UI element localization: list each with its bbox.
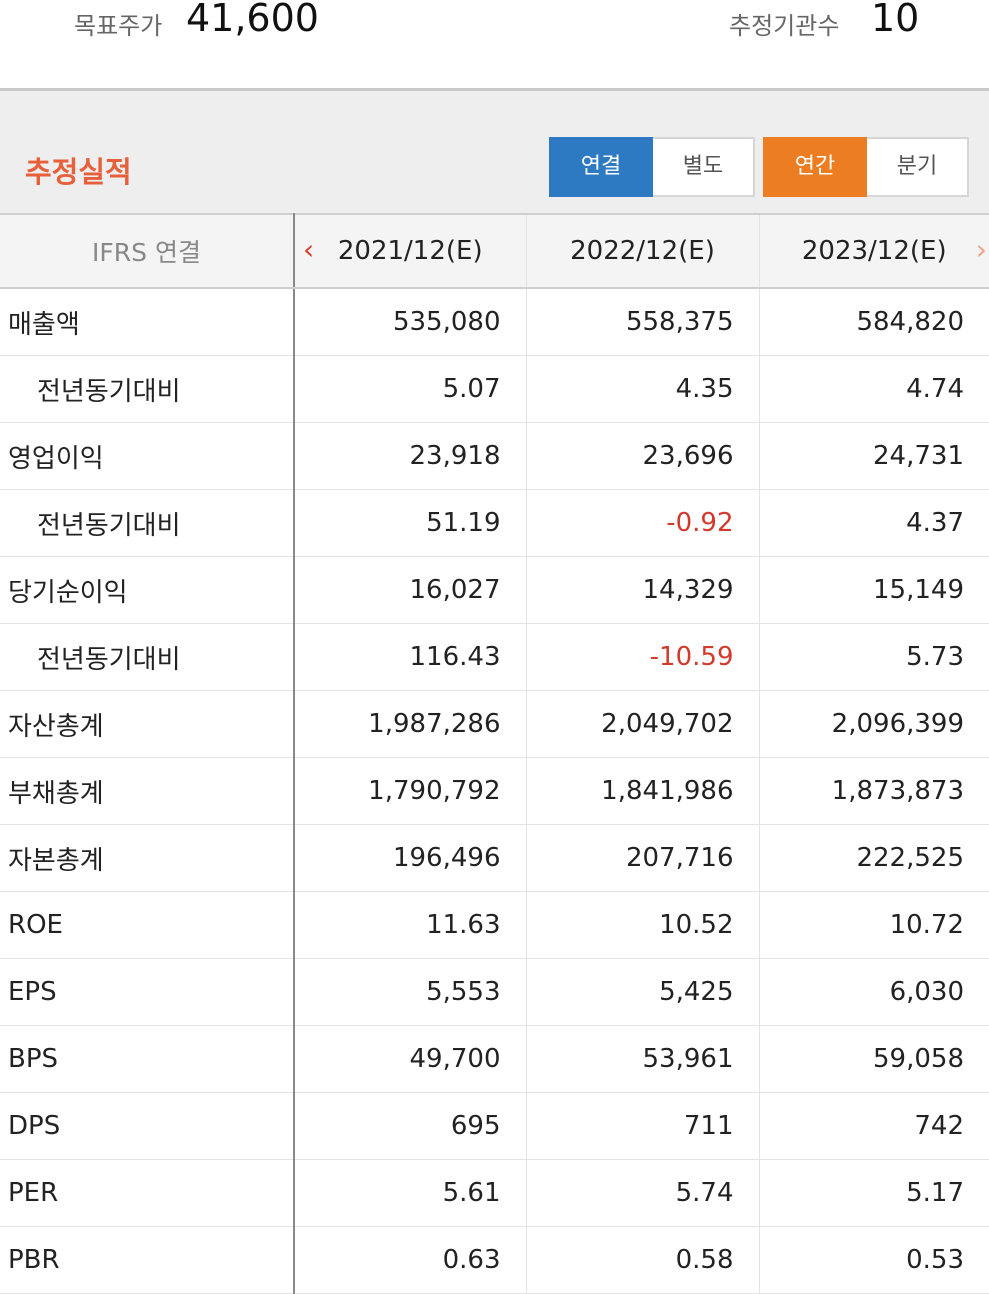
table-cell: 16,027	[293, 556, 526, 624]
table-row: 영업이익 23,918 23,696 24,731	[0, 422, 989, 490]
row-label: ROE	[0, 891, 295, 959]
table-cell: 23,918	[293, 422, 526, 490]
table-cell: 0.53	[758, 1226, 989, 1294]
period-toggle: 연간 분기	[763, 137, 969, 197]
table-cell: 5.74	[525, 1159, 759, 1227]
row-label: PBR	[0, 1226, 295, 1294]
table-cell: 6,030	[758, 958, 989, 1026]
table-cell: 535,080	[293, 288, 526, 356]
ifrs-header: IFRS 연결	[0, 213, 295, 289]
row-label: 전년동기대비	[0, 623, 295, 691]
table-cell: 695	[293, 1092, 526, 1160]
table-cell: -0.92	[525, 489, 759, 557]
summary-bar: 목표주가 41,600 추정기관수 10	[0, 0, 989, 88]
table-cell: 711	[525, 1092, 759, 1160]
table-row: 부채총계 1,790,792 1,841,986 1,873,873	[0, 757, 989, 825]
row-label: EPS	[0, 958, 295, 1026]
table-cell: 116.43	[293, 623, 526, 691]
column-header-2023: 2023/12(E) ›	[758, 213, 989, 289]
table-row: 당기순이익 16,027 14,329 15,149	[0, 556, 989, 624]
row-label: DPS	[0, 1092, 295, 1160]
table-cell: 4.37	[758, 489, 989, 557]
table-cell: 10.72	[758, 891, 989, 959]
table-cell: 0.58	[525, 1226, 759, 1294]
table-cell: 2,049,702	[525, 690, 759, 758]
table-cell: 207,716	[525, 824, 759, 892]
table-cell: 51.19	[293, 489, 526, 557]
table-cell: 1,841,986	[525, 757, 759, 825]
table-row: 전년동기대비 51.19 -0.92 4.37	[0, 489, 989, 557]
estimates-header: 추정실적 연결 별도 연간 분기	[0, 88, 989, 213]
table-cell: 4.74	[758, 355, 989, 423]
column-header-label: 2023/12(E)	[801, 236, 947, 266]
table-cell: 4.35	[525, 355, 759, 423]
table-cell: 24,731	[758, 422, 989, 490]
section-title: 추정실적	[25, 155, 132, 189]
row-label: BPS	[0, 1025, 295, 1093]
column-header-2021: ‹ 2021/12(E)	[293, 213, 526, 289]
row-label: 영업이익	[0, 422, 295, 490]
row-label: 전년동기대비	[0, 355, 295, 423]
table-header-row: IFRS 연결 ‹ 2021/12(E) 2022/12(E) 2023/12(…	[0, 213, 989, 289]
table-cell: 14,329	[525, 556, 759, 624]
table-cell: 53,961	[525, 1025, 759, 1093]
table-cell: 1,873,873	[758, 757, 989, 825]
table-row: PBR 0.63 0.58 0.53	[0, 1226, 989, 1294]
table-row: DPS 695 711 742	[0, 1092, 989, 1160]
quarterly-button[interactable]: 분기	[867, 137, 969, 197]
row-label: 자본총계	[0, 824, 295, 892]
column-header-2022: 2022/12(E)	[525, 213, 759, 289]
table-cell: 5,425	[525, 958, 759, 1026]
chevron-left-icon[interactable]: ‹	[303, 233, 315, 266]
row-label: 당기순이익	[0, 556, 295, 624]
separate-button[interactable]: 별도	[653, 137, 755, 197]
table-cell: 10.52	[525, 891, 759, 959]
consolidated-button[interactable]: 연결	[549, 137, 653, 197]
column-header-label: 2021/12(E)	[337, 236, 483, 266]
row-label: 자산총계	[0, 690, 295, 758]
table-cell: 584,820	[758, 288, 989, 356]
table-row: EPS 5,553 5,425 6,030	[0, 958, 989, 1026]
consolidation-toggle: 연결 별도	[549, 137, 755, 197]
chevron-right-icon[interactable]: ›	[975, 233, 987, 266]
table-row: PER 5.61 5.74 5.17	[0, 1159, 989, 1227]
table-cell: 0.63	[293, 1226, 526, 1294]
institutions-value: 10	[871, 0, 920, 40]
estimates-table: IFRS 연결 ‹ 2021/12(E) 2022/12(E) 2023/12(…	[0, 213, 989, 1294]
table-cell: 49,700	[293, 1025, 526, 1093]
table-row: 전년동기대비 116.43 -10.59 5.73	[0, 623, 989, 691]
row-label: PER	[0, 1159, 295, 1227]
row-label: 전년동기대비	[0, 489, 295, 557]
annual-button[interactable]: 연간	[763, 137, 867, 197]
row-label: 매출액	[0, 288, 295, 356]
table-row: 자본총계 196,496 207,716 222,525	[0, 824, 989, 892]
table-row: 매출액 535,080 558,375 584,820	[0, 288, 989, 356]
column-header-label: 2022/12(E)	[570, 236, 715, 266]
institutions-label: 추정기관수	[729, 12, 840, 40]
table-cell: 742	[758, 1092, 989, 1160]
row-label: 부채총계	[0, 757, 295, 825]
table-cell: 5.07	[293, 355, 526, 423]
table-cell: 11.63	[293, 891, 526, 959]
table-cell: 222,525	[758, 824, 989, 892]
table-cell: -10.59	[525, 623, 759, 691]
table-row: 전년동기대비 5.07 4.35 4.74	[0, 355, 989, 423]
table-cell: 558,375	[525, 288, 759, 356]
table-row: 자산총계 1,987,286 2,049,702 2,096,399	[0, 690, 989, 758]
table-cell: 5.61	[293, 1159, 526, 1227]
table-cell: 5,553	[293, 958, 526, 1026]
table-cell: 15,149	[758, 556, 989, 624]
table-row: BPS 49,700 53,961 59,058	[0, 1025, 989, 1093]
table-cell: 196,496	[293, 824, 526, 892]
table-cell: 5.73	[758, 623, 989, 691]
table-row: ROE 11.63 10.52 10.72	[0, 891, 989, 959]
target-price-value: 41,600	[186, 0, 319, 40]
table-cell: 1,790,792	[293, 757, 526, 825]
table-cell: 2,096,399	[758, 690, 989, 758]
table-cell: 23,696	[525, 422, 759, 490]
table-cell: 1,987,286	[293, 690, 526, 758]
table-cell: 5.17	[758, 1159, 989, 1227]
target-price-label: 목표주가	[74, 12, 163, 40]
table-cell: 59,058	[758, 1025, 989, 1093]
